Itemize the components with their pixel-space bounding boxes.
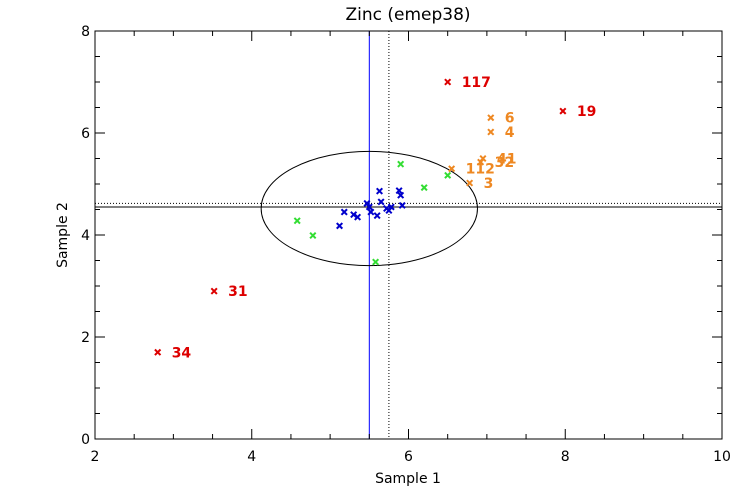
- point-label: 117: [462, 75, 491, 91]
- data-point-blue: [367, 208, 375, 216]
- data-point-orange: [479, 154, 487, 163]
- data-point-red: [210, 287, 218, 295]
- point-label: 6: [505, 111, 515, 127]
- y-tick-label: 6: [81, 126, 90, 142]
- x-axis-label: Sample 1: [375, 471, 441, 487]
- data-point-blue: [340, 208, 348, 216]
- data-point-blue: [397, 191, 405, 199]
- y-tick-label: 4: [81, 228, 90, 244]
- y-tick-label: 0: [81, 432, 90, 448]
- x-tick-label: 8: [561, 449, 570, 465]
- plot-frame: [94, 30, 723, 440]
- data-point-red: [154, 348, 162, 356]
- y-tick-label: 2: [81, 330, 90, 346]
- point-label: 41: [497, 152, 516, 168]
- point-label: 19: [577, 104, 596, 120]
- data-point-orange: [466, 179, 474, 187]
- point-label: 32: [495, 155, 514, 171]
- x-tick-label: 2: [91, 449, 100, 465]
- data-point-blue: [395, 187, 403, 195]
- data-point-green: [397, 160, 405, 168]
- x-tick-label: 4: [247, 449, 256, 465]
- data-point-blue: [365, 203, 373, 211]
- data-point-orange: [487, 114, 495, 122]
- y-tick-label: 8: [81, 24, 90, 40]
- point-label: 31: [228, 284, 247, 300]
- data-point-blue: [377, 198, 385, 206]
- data-point-blue: [354, 213, 362, 221]
- point-label: 4: [505, 125, 515, 141]
- chart-title: Zinc (emep38): [345, 5, 470, 25]
- data-point-orange: [487, 128, 495, 136]
- data-point-blue: [398, 201, 406, 209]
- confidence-ellipse: [260, 150, 478, 267]
- data-point-red: [444, 78, 452, 86]
- y-axis-label: Sample 2: [55, 202, 71, 268]
- data-point-blue: [373, 212, 381, 220]
- data-point-blue: [387, 203, 395, 211]
- data-point-blue: [375, 187, 384, 195]
- point-label: 34: [172, 345, 192, 361]
- data-point-green: [420, 184, 428, 192]
- data-point-green: [309, 232, 317, 240]
- x-tick-label: 10: [713, 449, 731, 465]
- data-point-green: [372, 258, 380, 266]
- point-label: 3: [484, 176, 494, 192]
- data-point-orange: [448, 165, 456, 173]
- data-point-green: [444, 171, 452, 179]
- data-point-red: [559, 107, 567, 115]
- data-point-green: [293, 217, 301, 225]
- data-point-blue: [336, 222, 344, 230]
- x-tick-label: 6: [404, 449, 413, 465]
- point-label: 112: [466, 162, 495, 178]
